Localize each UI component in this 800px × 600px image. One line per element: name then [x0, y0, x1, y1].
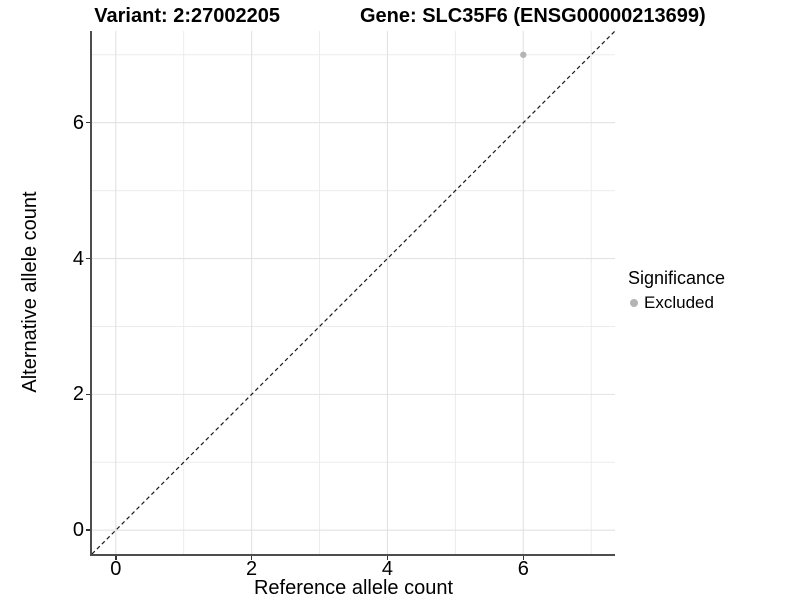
- plot-title-variant: Variant: 2:27002205: [94, 5, 280, 27]
- y-tick-label: 2: [72, 383, 84, 406]
- legend-item-excluded: Excluded: [628, 293, 725, 313]
- plot-title: Variant: 2:27002205 Gene: SLC35F6 (ENSG0…: [0, 4, 800, 28]
- x-tick-mark: [250, 556, 253, 560]
- x-tick-label: 6: [517, 558, 529, 580]
- legend-item-label: Excluded: [644, 293, 714, 312]
- x-tick-label: 4: [381, 558, 394, 580]
- x-tick-mark: [522, 556, 525, 560]
- x-tick-label: 0: [110, 558, 122, 580]
- plot-title-gene: Gene: SLC35F6 (ENSG00000213699): [359, 5, 706, 27]
- legend-title: Significance: [628, 268, 726, 288]
- y-tick-label: 4: [72, 247, 84, 270]
- y-tick-mark: [86, 121, 90, 124]
- y-tick-mark: [86, 393, 90, 396]
- legend-point-icon: [630, 299, 638, 307]
- data-point: [520, 51, 527, 58]
- x-tick-label: 2: [246, 558, 258, 580]
- y-tick-mark: [86, 257, 90, 260]
- x-axis-title: Reference allele count: [253, 577, 453, 599]
- plot-panel: [90, 31, 615, 556]
- y-tick-label: 0: [72, 519, 84, 542]
- plot-area-svg: [92, 31, 615, 554]
- x-tick-mark: [386, 556, 389, 560]
- y-axis-title: Alternative allele count: [19, 191, 41, 393]
- y-tick-mark: [86, 529, 90, 531]
- legend: Significance Excluded: [628, 268, 725, 313]
- identity-dashed-line: [92, 31, 615, 554]
- y-tick-label: 6: [72, 111, 84, 134]
- x-tick-mark: [115, 556, 117, 560]
